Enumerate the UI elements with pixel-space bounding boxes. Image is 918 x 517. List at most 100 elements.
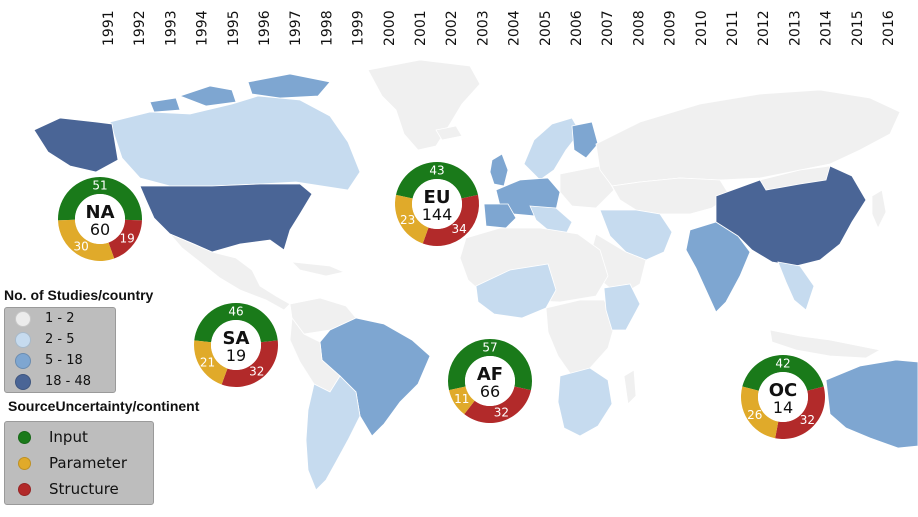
year-label: 2009 [663, 10, 679, 46]
continent-code: SA [223, 328, 250, 349]
country-alaska [33, 117, 119, 173]
legend-studies-box: 1 - 2 2 - 5 5 - 18 18 - 48 [4, 307, 116, 393]
country-madagascar [623, 369, 637, 405]
donut-center [75, 194, 125, 244]
legend-swatch-icon [18, 482, 31, 496]
country-argentina-chile [305, 375, 361, 491]
continent-total: 60 [90, 220, 110, 239]
donut-value-structure: 32 [249, 364, 264, 378]
year-label: 2016 [881, 10, 897, 46]
legend-uncertainty-item: Input [5, 424, 153, 450]
legend-studies-item: 18 - 48 [5, 371, 115, 392]
country-mongolia [759, 165, 831, 191]
year-label: 1998 [319, 10, 335, 46]
donut-value-structure: 19 [119, 232, 134, 246]
continent-total: 66 [480, 382, 500, 401]
donut-segment-structure [108, 219, 142, 259]
legend-studies-item: 2 - 5 [5, 329, 115, 350]
donut-value-input: 42 [775, 357, 790, 371]
donut-value-input: 43 [429, 164, 444, 178]
legend-swatch-icon [15, 373, 31, 390]
country-indonesia [769, 329, 882, 359]
donut-center [465, 356, 515, 406]
country-greenland [367, 59, 481, 151]
continent-code: AF [477, 364, 503, 385]
donut-segment-input [58, 177, 142, 221]
region-east-africa [603, 283, 641, 331]
donut-segment-parameter [395, 194, 429, 244]
year-label: 2012 [756, 10, 772, 46]
country-finland [571, 121, 599, 159]
continent-total: 19 [226, 346, 246, 365]
year-label: 1995 [226, 10, 242, 46]
donut-segment-structure [775, 386, 825, 439]
region-central-asia [611, 177, 731, 215]
country-australia [825, 359, 918, 449]
region-central-africa [545, 299, 617, 377]
donut-center [412, 179, 462, 229]
country-spain-portugal [483, 203, 517, 229]
continent-code: EU [424, 187, 451, 208]
legend-label: 2 - 5 [45, 332, 75, 347]
year-label: 1991 [101, 10, 117, 46]
region-middle-east [599, 209, 673, 261]
legend-label: 1 - 2 [45, 311, 75, 326]
donut-value-input: 57 [482, 341, 497, 355]
country-russia [595, 89, 901, 187]
year-label: 1994 [195, 10, 211, 46]
legend-label: Structure [49, 480, 119, 498]
continent-code: NA [86, 202, 115, 223]
legend-studies-title: No. of Studies/country [4, 287, 154, 303]
country-canada [109, 95, 361, 191]
donut-center [211, 320, 261, 370]
year-label: 2000 [382, 10, 398, 46]
country-mexico [169, 233, 291, 311]
donut-segment-input [448, 339, 532, 391]
legend-uncertainty-box: Input Parameter Structure [4, 421, 154, 505]
donut-value-parameter: 23 [400, 213, 415, 227]
year-label: 1993 [163, 10, 179, 46]
donut-value-structure: 32 [494, 406, 509, 420]
land-masses [33, 59, 918, 491]
country-uk [489, 153, 509, 187]
legend-studies-item: 5 - 18 [5, 350, 115, 371]
legend-swatch-icon [15, 310, 31, 327]
country-usa [139, 183, 313, 253]
legend-swatch-icon [15, 352, 31, 369]
legend-studies-item: 1 - 2 [5, 308, 115, 329]
donut-value-input: 51 [92, 179, 107, 193]
legend-swatch-icon [15, 331, 31, 348]
year-label: 2011 [725, 10, 741, 46]
donut-segment-input [194, 303, 278, 343]
donut-center [758, 372, 808, 422]
country-iceland [435, 125, 463, 141]
donut-segment-structure [464, 386, 531, 424]
year-label: 2001 [413, 10, 429, 46]
legend-uncertainty-item: Structure [5, 476, 153, 502]
year-label: 1997 [288, 10, 304, 46]
country-canada-islands [149, 73, 331, 113]
donut-value-parameter: 30 [74, 240, 89, 254]
year-label: 2007 [600, 10, 616, 46]
region-southeast-asia [777, 261, 815, 311]
country-japan [871, 189, 887, 229]
year-label: 2005 [538, 10, 554, 46]
donut-segment-parameter [740, 386, 779, 439]
continent-total: 144 [422, 205, 453, 224]
continent-total: 14 [773, 398, 793, 417]
donut-value-parameter: 21 [200, 356, 215, 370]
year-label: 2006 [569, 10, 585, 46]
year-label: 2014 [819, 10, 835, 46]
legend-swatch-icon [18, 456, 31, 470]
year-label: 2015 [850, 10, 866, 46]
donut-segment-structure [422, 194, 479, 247]
legend-label: 18 - 48 [45, 374, 92, 389]
donut-value-input: 46 [228, 305, 243, 319]
continent-code: OC [769, 380, 798, 401]
year-label: 1996 [257, 10, 273, 46]
